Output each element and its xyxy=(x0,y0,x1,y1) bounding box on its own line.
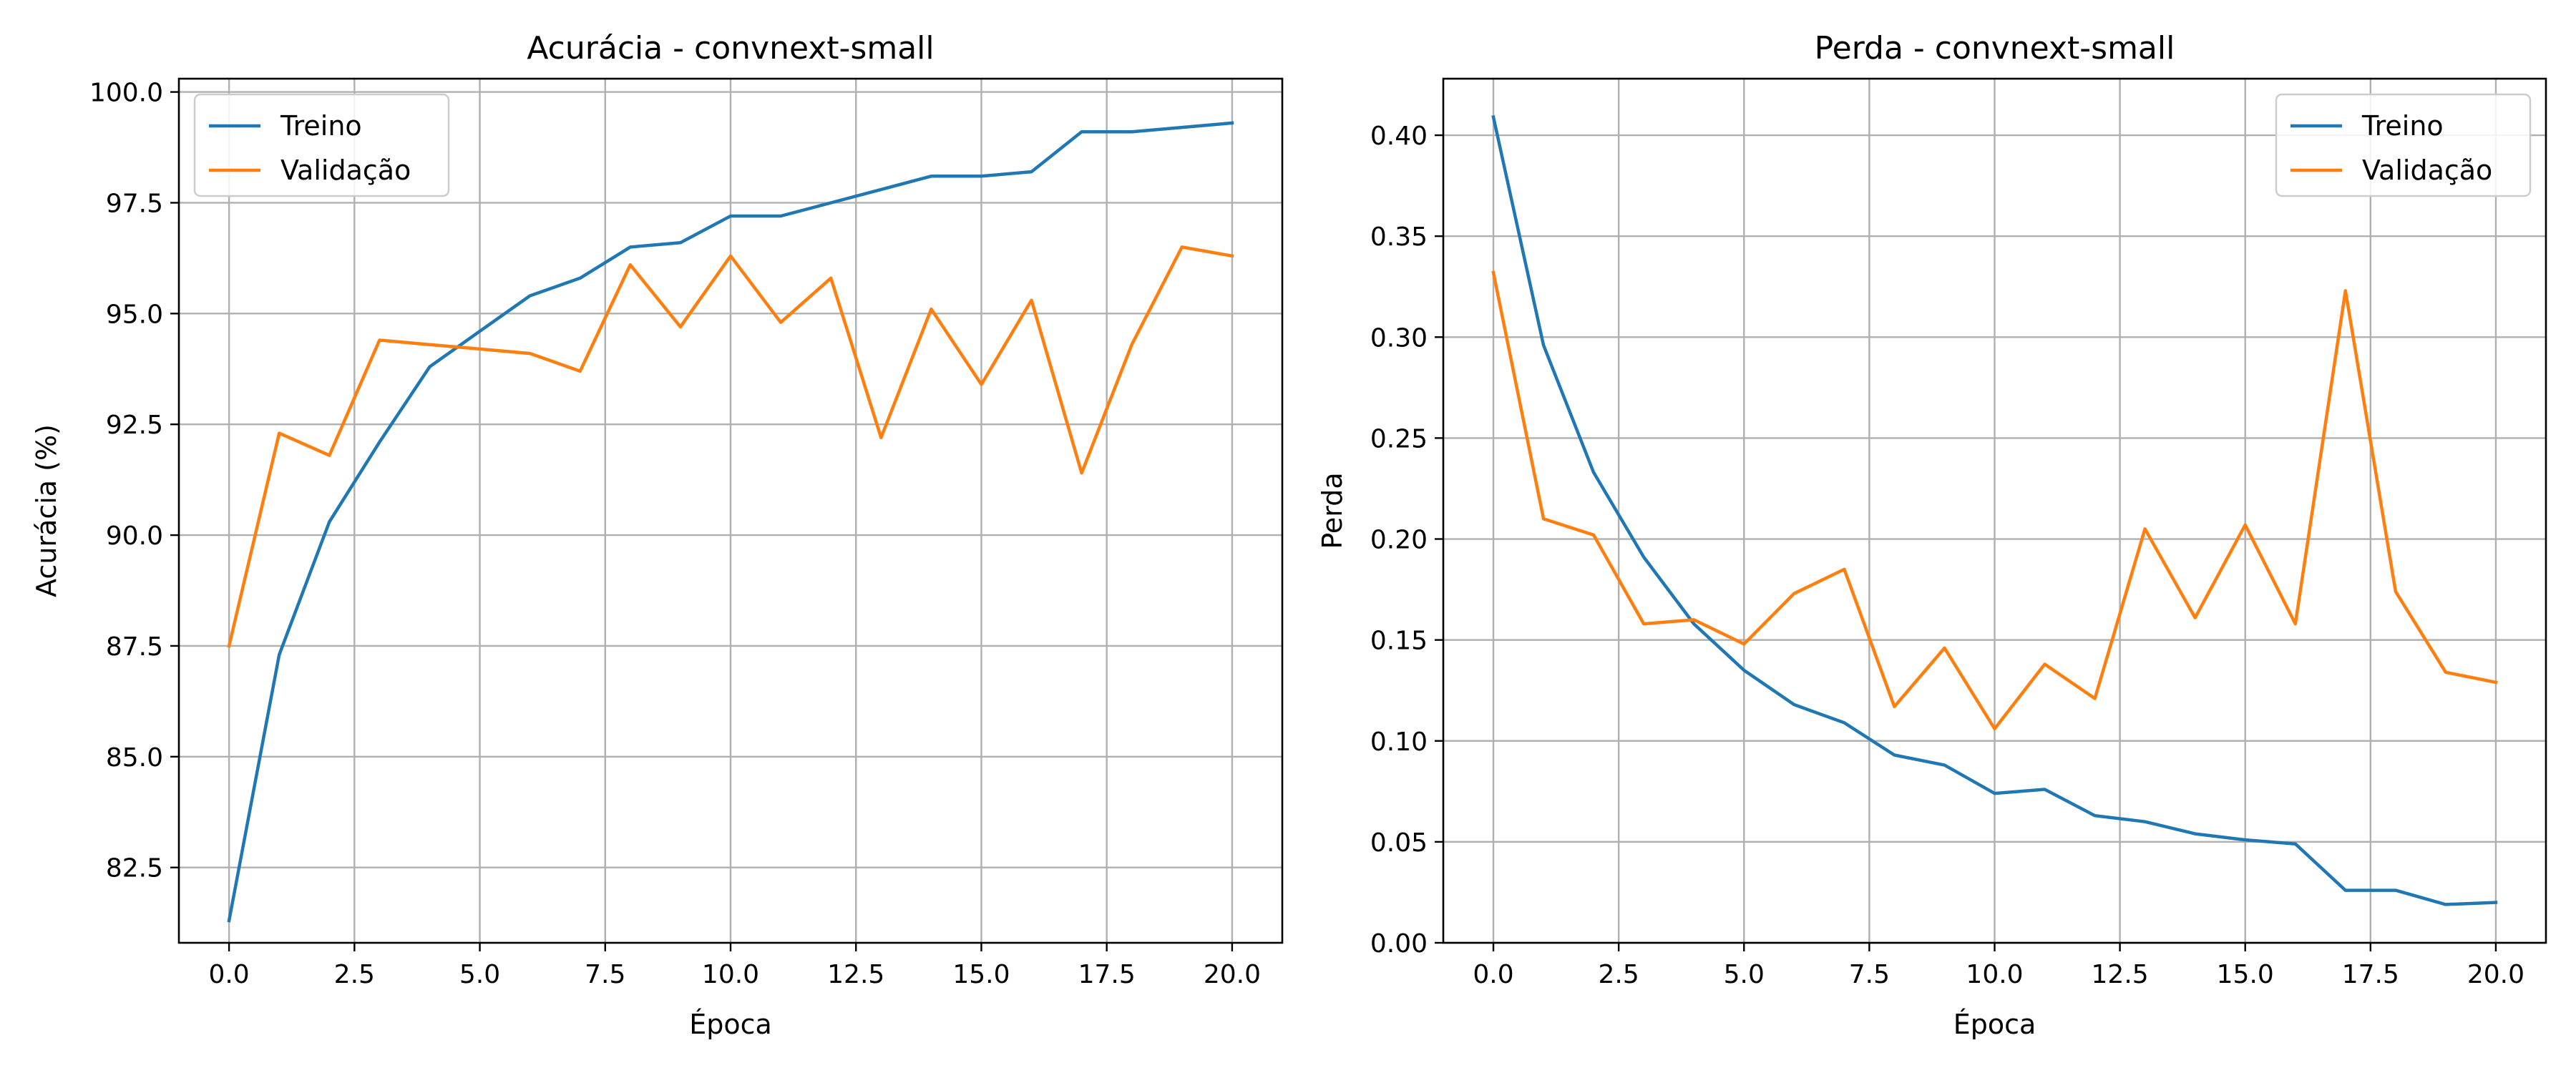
y-tick-label: 0.40 xyxy=(1370,122,1428,151)
x-tick-label: 15.0 xyxy=(2217,960,2274,989)
y-tick-label: 0.30 xyxy=(1370,323,1428,353)
chart-title: Acurácia - convnext-small xyxy=(527,30,934,67)
x-tick-label: 2.5 xyxy=(334,960,375,989)
y-tick-label: 92.5 xyxy=(106,411,163,440)
y-axis-label: Acurácia (%) xyxy=(31,424,62,597)
legend-label: Treino xyxy=(2361,110,2444,142)
x-tick-label: 17.5 xyxy=(1078,960,1136,989)
x-tick-label: 12.5 xyxy=(827,960,884,989)
y-tick-label: 85.0 xyxy=(106,743,163,773)
x-tick-label: 12.5 xyxy=(2092,960,2149,989)
y-tick-label: 0.35 xyxy=(1370,222,1428,252)
y-tick-label: 95.0 xyxy=(106,300,163,329)
x-tick-label: 10.0 xyxy=(1966,960,2023,989)
legend-label: Treino xyxy=(280,110,362,142)
y-tick-label: 0.20 xyxy=(1370,526,1428,555)
x-tick-label: 10.0 xyxy=(702,960,759,989)
x-tick-label: 0.0 xyxy=(1473,960,1513,989)
chart-title: Perda - convnext-small xyxy=(1815,30,2175,67)
y-tick-label: 97.5 xyxy=(106,189,163,218)
y-tick-label: 0.10 xyxy=(1370,727,1428,757)
x-axis-label: Época xyxy=(689,1009,772,1040)
series-line-validacao xyxy=(227,245,1234,648)
y-tick-label: 0.15 xyxy=(1370,627,1428,656)
x-tick-label: 2.5 xyxy=(1599,960,1639,989)
x-tick-label: 5.0 xyxy=(459,960,500,989)
y-tick-label: 0.05 xyxy=(1370,828,1428,858)
x-tick-label: 20.0 xyxy=(1204,960,1261,989)
x-axis-label: Época xyxy=(1953,1009,2036,1040)
x-tick-label: 0.0 xyxy=(208,960,249,989)
chart-panel-2: 0.0 2.5 5.0 7.5 10.0 12.5 15.0 17.5 20.0 0.00 0.05… xyxy=(1317,30,2547,1040)
legend: Treino Validação xyxy=(2275,93,2532,197)
series-line-validacao xyxy=(1491,270,2498,731)
legend: Treino Validação xyxy=(193,93,450,197)
y-tick-label: 100.0 xyxy=(89,79,163,108)
legend-label: Validação xyxy=(280,155,411,186)
x-tick-label: 7.5 xyxy=(585,960,625,989)
x-tick-label: 17.5 xyxy=(2342,960,2399,989)
x-tick-label: 20.0 xyxy=(2467,960,2524,989)
y-tick-label: 0.25 xyxy=(1370,424,1428,454)
x-tick-label: 5.0 xyxy=(1724,960,1765,989)
x-tick-label: 7.5 xyxy=(1849,960,1890,989)
y-tick-label: 90.0 xyxy=(106,521,163,551)
chart-panel-1: 0.0 2.5 5.0 7.5 10.0 12.5 15.0 17.5 20.0 82.5 85.0… xyxy=(31,30,1284,1040)
y-tick-label: 0.00 xyxy=(1370,929,1428,959)
y-axis-label: Perda xyxy=(1317,472,1348,549)
legend-label: Validação xyxy=(2362,155,2492,186)
y-tick-label: 82.5 xyxy=(106,854,163,883)
y-tick-label: 87.5 xyxy=(106,632,163,662)
series-line-treino xyxy=(227,121,1234,923)
series-line-treino xyxy=(1491,114,2498,906)
x-tick-label: 15.0 xyxy=(952,960,1010,989)
